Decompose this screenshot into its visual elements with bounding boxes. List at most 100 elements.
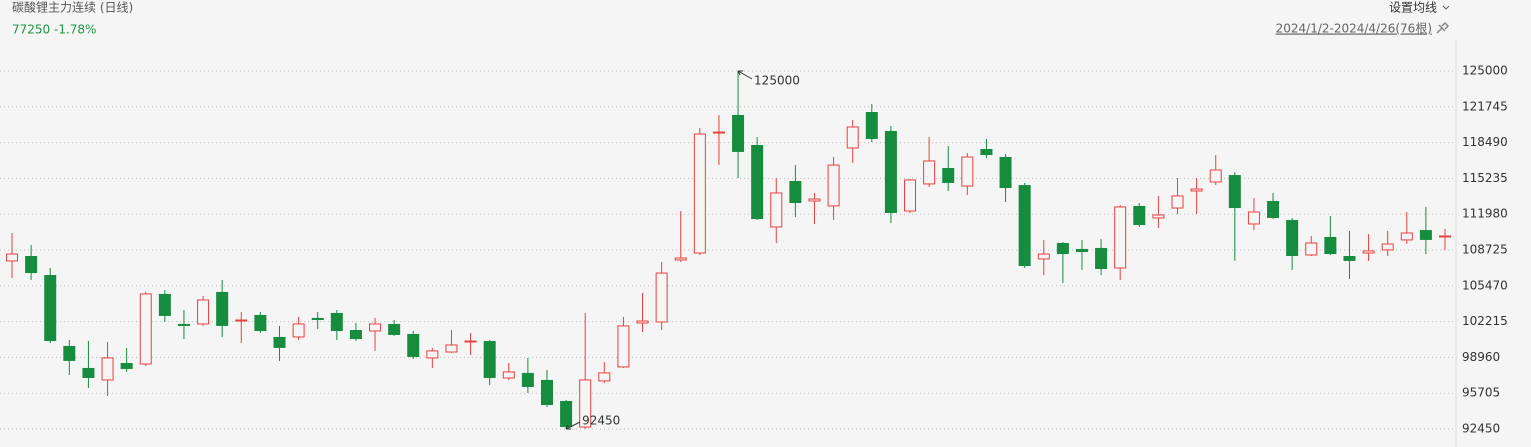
dropdown-icon[interactable] [1442,5,1450,10]
y-tick-label: 121745 [1462,99,1508,113]
pin-icon[interactable] [1436,21,1450,34]
candle-body [445,344,458,353]
candle-body [999,157,1012,189]
candle-body [25,255,38,274]
y-tick-label: 95705 [1462,386,1500,400]
candle-body [846,126,859,149]
candle-body [942,168,955,183]
y-tick-label: 118490 [1462,135,1508,149]
candle-body [464,340,477,343]
candle-body [369,323,382,332]
candle-body [1419,230,1432,240]
candle-body [216,291,229,326]
max-label: 125000 [754,74,800,88]
y-tick-label: 102215 [1462,314,1508,328]
candle-body [197,299,210,325]
candle-body [923,160,936,185]
candle-body [1400,232,1413,241]
candle-body [884,130,897,213]
candle-body [44,275,57,342]
candle-body [712,131,725,134]
candle-body [1037,253,1050,260]
candle-body [674,257,687,261]
candle-body [540,379,553,406]
candle-body [636,320,649,324]
candle-body [426,350,439,359]
candle-body [827,164,840,207]
min-arrow [565,421,581,430]
candle-body [617,325,630,368]
candle-body [751,145,764,220]
candle-body [1381,243,1394,251]
candle-body [1305,242,1318,256]
candle-body [101,357,114,381]
candle-body [6,253,18,262]
candle-body [1190,188,1203,192]
candle-body [560,400,573,428]
candle-body [1267,201,1280,218]
candle-body [904,179,917,212]
candle-body [789,180,802,203]
candle-body [330,312,343,332]
ma-settings[interactable]: 设置均线 [1389,1,1437,15]
chart-title: 碳酸锂主力连续 (日线) [12,0,133,15]
y-tick-label: 105470 [1462,278,1508,292]
candle-body [407,333,420,357]
candle-body [273,336,286,348]
candle-body [1171,195,1184,209]
candle-body [1228,175,1241,209]
candle-body [139,293,152,365]
candle-body [865,112,878,139]
y-tick-label: 115235 [1462,171,1508,185]
candle-body [1362,250,1375,254]
candle-body [63,345,76,361]
y-tick-label: 92450 [1462,422,1500,436]
candle-body [770,192,783,228]
candle-body [254,314,267,332]
quote: 77250 -1.78% [12,23,96,37]
candle-body [177,323,190,326]
candle-body [483,341,496,378]
date-range[interactable]: 2024/1/2-2024/4/26(76根) [1276,22,1432,36]
y-tick-label: 98960 [1462,350,1500,364]
candle-body [808,198,821,202]
candle-body [1286,220,1299,256]
candle-body [158,293,171,316]
candle-body [1133,205,1146,225]
candle-body [1247,211,1260,225]
candle-body [120,363,133,369]
candle-body [1439,235,1451,238]
candle-body [732,114,745,152]
max-arrow [737,70,753,80]
candle-body [1152,214,1165,219]
candle-body [521,372,534,387]
candle-body [1095,247,1108,269]
min-label: 92450 [582,414,620,428]
candle-body [693,133,706,254]
candle-body [292,323,305,338]
candle-body [1056,243,1069,255]
y-tick-label: 108725 [1462,243,1508,257]
candle-body [598,372,611,382]
candle-body [349,330,362,340]
candle-body [1114,206,1127,269]
candle-body [655,272,668,323]
y-tick-label: 111980 [1462,207,1508,221]
candle-body [502,371,515,379]
y-tick-label: 125000 [1462,64,1508,78]
candle-body [82,367,95,378]
candle-body [235,319,248,322]
candle-body [1343,255,1356,261]
candle-body [388,323,401,335]
candle-body [1209,169,1222,183]
candle-body [579,379,592,428]
candle-body [311,317,324,321]
candle-body [1075,248,1088,253]
candle-body [1324,236,1337,255]
candle-body [1018,185,1031,267]
candle-body [980,148,993,156]
candle-body [961,156,974,187]
